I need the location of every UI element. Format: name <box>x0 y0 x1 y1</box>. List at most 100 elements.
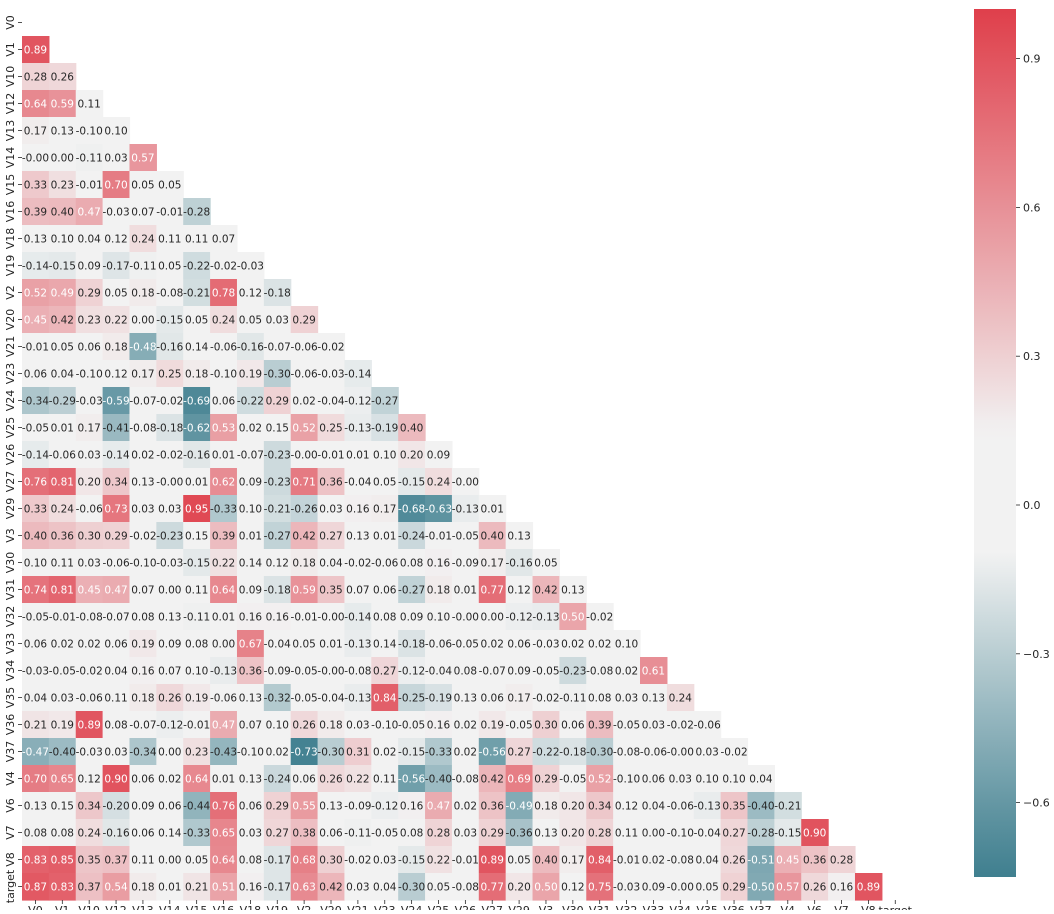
heatmap-cell-value: 0.64 <box>212 854 236 866</box>
heatmap-cell <box>586 819 614 847</box>
heatmap-cell <box>236 468 265 496</box>
heatmap-cell <box>210 333 238 361</box>
heatmap-cell-value: 0.84 <box>373 692 397 704</box>
heatmap-cell <box>183 306 211 334</box>
heatmap-cell-value: -0.05 <box>49 665 76 677</box>
heatmap-cell-value: 0.00 <box>212 638 235 650</box>
heatmap-cell-value: -0.15 <box>156 314 183 326</box>
heatmap-cell <box>236 333 265 361</box>
heatmap-cell <box>344 738 372 766</box>
x-tick-label: V31 <box>589 904 611 910</box>
heatmap-cell <box>48 441 77 469</box>
heatmap-cell-value: 0.05 <box>158 179 181 191</box>
y-tick-label: V30 <box>4 552 17 574</box>
heatmap-cell <box>344 441 372 469</box>
heatmap-cell <box>102 549 131 577</box>
heatmap-cell <box>75 225 104 253</box>
heatmap-cell-value: 0.17 <box>481 557 504 569</box>
heatmap-cell-value: -0.05 <box>22 422 49 434</box>
heatmap-cell <box>236 414 265 442</box>
heatmap-cell <box>263 657 292 685</box>
heatmap-cell <box>102 306 131 334</box>
heatmap-cell <box>236 765 265 793</box>
heatmap-cell <box>48 117 77 145</box>
heatmap-cell <box>586 603 614 631</box>
heatmap-cell <box>156 333 184 361</box>
heatmap-cell-value: -0.17 <box>102 260 129 272</box>
heatmap-cell <box>720 738 749 766</box>
heatmap-cell <box>236 387 265 415</box>
heatmap-cell-value: 0.54 <box>104 881 128 893</box>
heatmap-cell-value: -0.06 <box>210 692 237 704</box>
heatmap-cell <box>478 873 507 901</box>
heatmap-cell <box>344 819 372 847</box>
heatmap-cell-value: 0.06 <box>642 773 666 785</box>
heatmap-cell <box>156 225 184 253</box>
heatmap-cell-value: -0.02 <box>667 719 694 731</box>
heatmap-cell-value: -0.22 <box>532 746 559 758</box>
heatmap-cell-value: -0.40 <box>747 800 774 812</box>
heatmap-cell <box>398 414 426 442</box>
heatmap-cell <box>75 549 104 577</box>
heatmap-cell <box>156 792 184 820</box>
heatmap-cell <box>102 225 131 253</box>
heatmap-cell <box>478 549 507 577</box>
heatmap-cell <box>48 333 77 361</box>
heatmap-cell-value: 0.08 <box>400 827 423 839</box>
heatmap-cell <box>156 414 184 442</box>
heatmap-cell <box>48 522 77 550</box>
heatmap-cell-value: 0.75 <box>588 881 611 893</box>
heatmap-cell <box>156 819 184 847</box>
y-tick-label: target <box>4 869 17 903</box>
heatmap-cell <box>236 684 265 712</box>
heatmap-cell-value: 0.27 <box>266 827 289 839</box>
heatmap-cell-value: -0.12 <box>344 395 371 407</box>
heatmap-cell <box>559 873 587 901</box>
heatmap-cell-value: -0.23 <box>264 476 291 488</box>
heatmap-cell-value: 0.03 <box>373 854 396 866</box>
heatmap-cell <box>263 414 292 442</box>
x-tick-label: V21 <box>347 904 369 910</box>
heatmap-cell-value: 0.81 <box>51 584 74 596</box>
heatmap-cell-value: 0.89 <box>481 854 504 866</box>
heatmap-cell-value: 0.19 <box>185 692 208 704</box>
heatmap-cell <box>75 198 104 226</box>
heatmap-cell-value: -0.03 <box>317 368 344 380</box>
heatmap-cell-value: -0.27 <box>264 530 291 542</box>
heatmap-cell <box>371 765 399 793</box>
heatmap-cell <box>48 90 77 118</box>
heatmap-cell-value: 0.57 <box>776 881 799 893</box>
heatmap-cell <box>532 711 560 739</box>
heatmap-cell <box>478 657 507 685</box>
heatmap-cell-value: 0.35 <box>722 800 745 812</box>
heatmap-cell-value: -0.59 <box>102 395 129 407</box>
heatmap-cell-value: 0.09 <box>427 449 450 461</box>
heatmap-cell-value: -0.02 <box>156 449 183 461</box>
heatmap-cell <box>102 684 131 712</box>
heatmap-cell-value: 0.77 <box>481 584 504 596</box>
heatmap-cell-value: 0.21 <box>185 881 208 893</box>
heatmap-cell-value: 0.26 <box>51 71 75 83</box>
heatmap-cell-value: 0.76 <box>24 476 48 488</box>
heatmap-cell-value: 0.11 <box>104 692 127 704</box>
heatmap-cell-value: 0.03 <box>131 503 154 515</box>
heatmap-cell <box>505 684 534 712</box>
heatmap-cell-value: 0.02 <box>588 638 611 650</box>
heatmap-cell-value: -0.06 <box>76 692 103 704</box>
heatmap-cell <box>102 171 131 199</box>
x-tick-label: V8 <box>861 904 876 910</box>
heatmap-cell <box>666 792 695 820</box>
heatmap-cell <box>22 225 50 253</box>
heatmap-cell <box>102 252 131 280</box>
heatmap-cell <box>371 387 399 415</box>
heatmap-cell <box>22 792 50 820</box>
heatmap-cell <box>344 549 372 577</box>
heatmap-cell <box>156 279 184 307</box>
heatmap-cell <box>828 873 856 901</box>
heatmap-cell-value: 0.47 <box>212 719 235 731</box>
heatmap-cell-value: -0.01 <box>49 611 76 623</box>
x-tick-label: V2 <box>297 904 312 910</box>
heatmap-cell <box>344 360 372 388</box>
heatmap-cell <box>22 414 50 442</box>
colorbar-tick-label: 0.6 <box>1023 201 1041 214</box>
